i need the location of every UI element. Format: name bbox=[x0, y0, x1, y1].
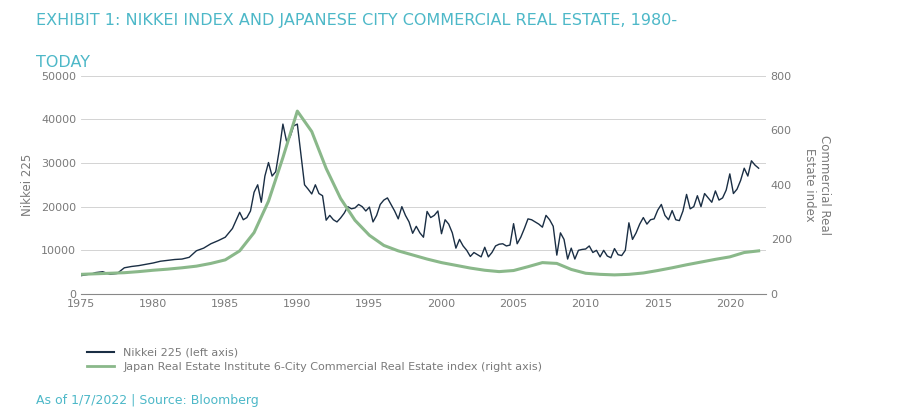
Text: EXHIBIT 1: NIKKEI INDEX AND JAPANESE CITY COMMERCIAL REAL ESTATE, 1980-: EXHIBIT 1: NIKKEI INDEX AND JAPANESE CIT… bbox=[36, 13, 678, 28]
Y-axis label: Nikkei 225: Nikkei 225 bbox=[21, 154, 34, 216]
Text: As of 1/7/2022 | Source: Bloomberg: As of 1/7/2022 | Source: Bloomberg bbox=[36, 394, 259, 407]
Text: TODAY: TODAY bbox=[36, 55, 90, 70]
Y-axis label: Commercial Real
Estate index: Commercial Real Estate index bbox=[803, 135, 831, 235]
Legend: Nikkei 225 (left axis), Japan Real Estate Institute 6-City Commercial Real Estat: Nikkei 225 (left axis), Japan Real Estat… bbox=[86, 348, 542, 372]
